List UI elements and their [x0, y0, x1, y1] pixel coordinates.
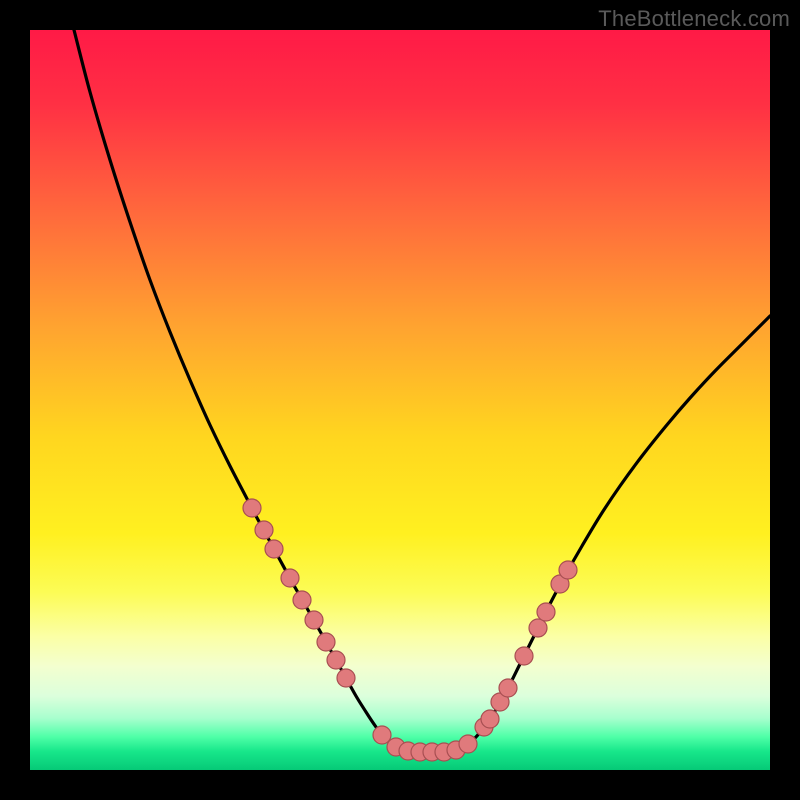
curve-marker: [459, 735, 477, 753]
curve-marker: [317, 633, 335, 651]
plot-area: [30, 30, 770, 770]
curve-marker: [281, 569, 299, 587]
chart-frame: TheBottleneck.com: [0, 0, 800, 800]
chart-svg: [30, 30, 770, 770]
curve-marker: [337, 669, 355, 687]
curve-marker: [255, 521, 273, 539]
curve-marker: [243, 499, 261, 517]
curve-marker: [537, 603, 555, 621]
curve-marker: [327, 651, 345, 669]
curve-marker: [515, 647, 533, 665]
watermark-label: TheBottleneck.com: [598, 6, 790, 32]
curve-marker: [293, 591, 311, 609]
curve-marker: [265, 540, 283, 558]
curve-marker: [481, 710, 499, 728]
curve-marker: [559, 561, 577, 579]
curve-marker: [305, 611, 323, 629]
gradient-background: [30, 30, 770, 770]
curve-marker: [499, 679, 517, 697]
curve-marker: [529, 619, 547, 637]
